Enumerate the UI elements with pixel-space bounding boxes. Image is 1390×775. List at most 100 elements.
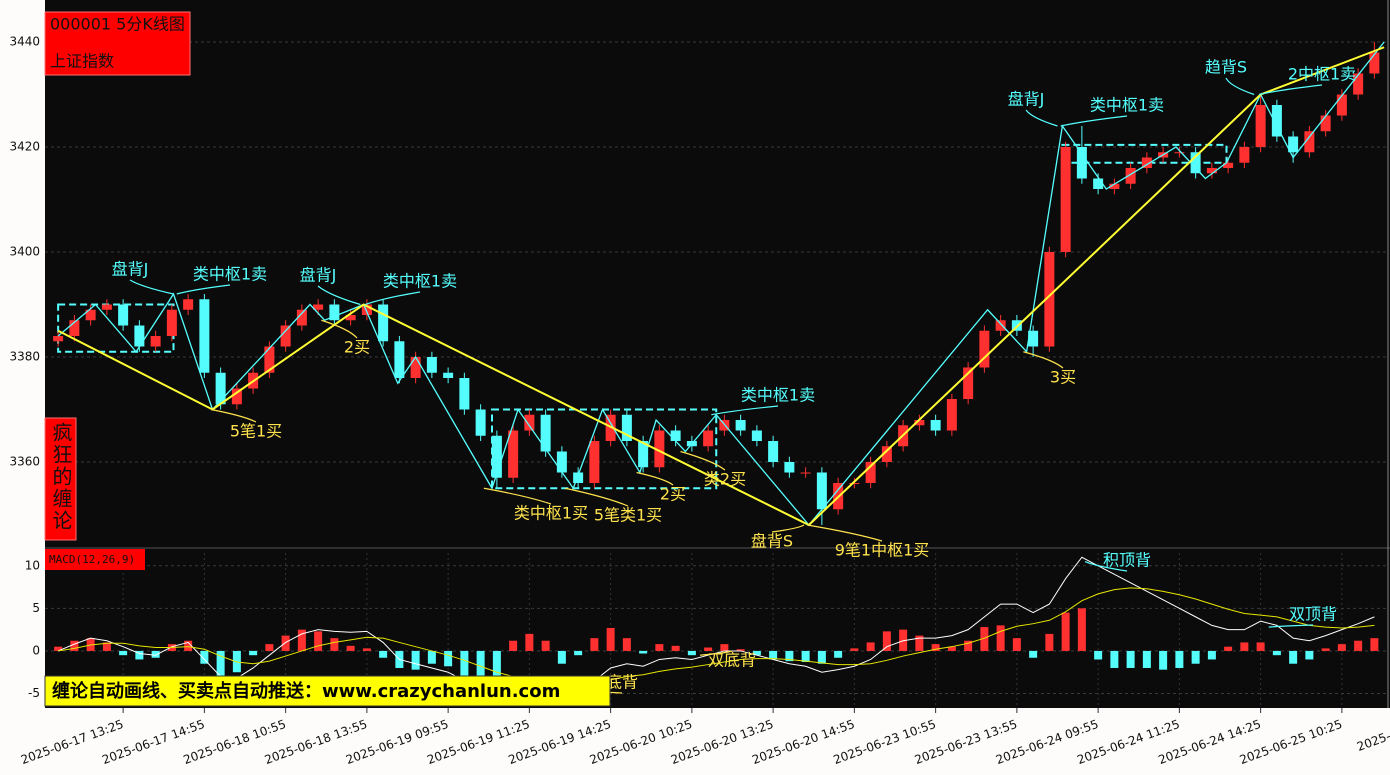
annotation-arrow [771, 524, 805, 533]
macd-bar [1354, 640, 1363, 651]
macd-bar [135, 650, 144, 660]
y-tick-label: 3400 [9, 245, 40, 259]
candle-body [881, 446, 892, 462]
candle-body [1336, 94, 1347, 116]
candle-body [491, 435, 502, 478]
candle-body [85, 309, 96, 321]
macd-bar [119, 650, 128, 656]
y-tick-label: 3420 [9, 140, 40, 154]
candle-body [1093, 178, 1104, 189]
annotation-arrow [176, 284, 231, 295]
candle-body [1320, 115, 1331, 132]
candle-body [784, 462, 795, 473]
macd-bar [557, 650, 566, 664]
annotation: 盘背J [300, 266, 337, 285]
annotation-arrow [807, 524, 883, 542]
y-tick-label: 5 [32, 601, 40, 615]
candle-body [345, 315, 356, 321]
macd-bar [1061, 612, 1070, 651]
macd-bar [184, 640, 193, 651]
candle-body [378, 304, 389, 342]
x-tick-label: 2025-06-25 [1355, 717, 1390, 754]
macd-bar [330, 638, 339, 651]
candle-body [1174, 152, 1185, 154]
annotation: 双底背 [708, 651, 756, 670]
candle-body [638, 441, 649, 468]
macd-bar [1207, 650, 1216, 660]
candle-body [101, 304, 112, 310]
macd-bar [606, 627, 615, 651]
macd-bar [297, 629, 306, 651]
macd-bar [590, 638, 599, 651]
candle-body [979, 330, 990, 368]
candle-body [573, 472, 584, 483]
y-tick-label: -5 [28, 686, 40, 700]
macd-line [57, 556, 1375, 699]
candle-body [540, 414, 551, 452]
macd-bar [850, 648, 859, 651]
macd-bar [476, 650, 485, 684]
macd-bar [151, 650, 160, 658]
macd-bar [444, 650, 453, 667]
macd-bar [216, 650, 225, 681]
annotation-arrow [1025, 109, 1058, 127]
candle-body [1255, 105, 1266, 147]
macd-bar [655, 644, 664, 651]
candle-body [410, 357, 421, 378]
candle-body [1044, 252, 1055, 347]
macd-bar [1191, 650, 1200, 664]
candle-body [1125, 168, 1136, 184]
annotation-arrow [699, 650, 733, 656]
macd-bar [785, 650, 794, 662]
candle-body [199, 299, 210, 373]
macd-bar [379, 650, 388, 658]
candle-body [1028, 330, 1039, 347]
macd-bar [265, 644, 274, 651]
annotation: 类中枢1卖 [741, 386, 815, 405]
candle-body [1076, 147, 1087, 179]
macd-bar [200, 650, 209, 664]
annotation: 积顶背 [1103, 551, 1151, 570]
macd-bar [460, 650, 469, 677]
annotation: 底背 [606, 673, 638, 692]
candle-body [800, 472, 811, 474]
macd-bar [996, 625, 1005, 651]
candle-body [475, 409, 486, 436]
candle-body [443, 372, 454, 378]
candle-body [735, 420, 746, 431]
candle-body [459, 378, 470, 410]
annotation: 盘背S [751, 532, 793, 551]
candle-body [1271, 105, 1282, 137]
candle-body [654, 430, 665, 468]
macd-bar [1321, 648, 1330, 651]
candle-body [1206, 168, 1217, 174]
annotation: 趋背S [1205, 58, 1247, 77]
macd-bar [752, 650, 761, 656]
macd-bar [1110, 650, 1119, 668]
macd-bar [1224, 646, 1233, 651]
annotation: 双顶背 [1289, 605, 1337, 624]
candle-body [768, 441, 779, 462]
candle-body [231, 388, 242, 405]
annotation-arrow [1258, 84, 1323, 96]
annotation: 2中枢1卖 [1288, 65, 1356, 84]
macd-bar [102, 642, 111, 651]
annotation: 3买 [1050, 368, 1076, 387]
annotation-arrow [365, 291, 421, 306]
macd-bar [622, 638, 631, 651]
title-box [44, 11, 191, 76]
candle-body [1353, 73, 1364, 95]
candle-body [1141, 157, 1152, 168]
macd-bar [834, 650, 843, 658]
candle-body [508, 430, 519, 478]
macd-bar [1289, 650, 1298, 664]
annotation-arrow [680, 450, 726, 471]
macd-bar [1370, 638, 1379, 651]
macd-bar [801, 650, 810, 663]
annotation-arrow [1268, 624, 1314, 628]
annotation: 类中枢1买 [514, 504, 588, 523]
candle-body [215, 372, 226, 405]
candle-body [589, 441, 600, 483]
macd-bar [1240, 642, 1249, 651]
